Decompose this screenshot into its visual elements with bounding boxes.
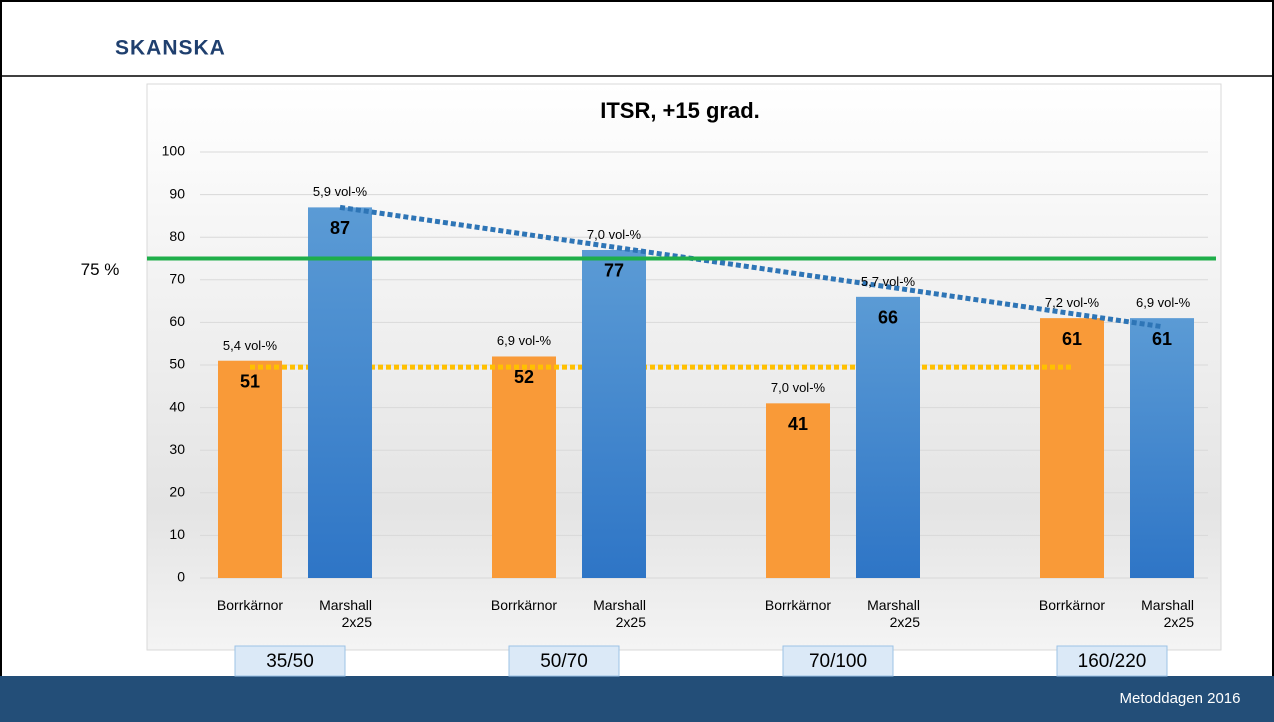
y-tick-label: 20 (169, 484, 185, 500)
x-tick-label: Marshall 2x25 (319, 597, 372, 630)
reference-label: 75 % (81, 260, 120, 279)
value-label: 41 (788, 414, 808, 434)
y-tick-label: 40 (169, 398, 185, 414)
category-box (234, 645, 346, 677)
bar (1130, 318, 1194, 578)
x-tick-label: Marshall 2x25 (593, 597, 646, 630)
x-tick-label: Marshall 2x25 (1141, 597, 1194, 630)
x-tick-label: Borrkärnor (216, 597, 284, 613)
bar (582, 249, 646, 579)
category-label: 35/50 (266, 651, 314, 672)
annotation: 5,7 vol-% (860, 273, 916, 289)
annotation: 6,9 vol-% (1136, 295, 1191, 311)
bar (308, 207, 372, 578)
bar (1040, 318, 1104, 578)
bar (492, 356, 556, 578)
value-label: 77 (604, 261, 624, 281)
bar (218, 360, 282, 578)
value-label: 51 (240, 371, 260, 391)
annotation: 5,4 vol-% (222, 337, 278, 353)
y-tick-label: 70 (169, 271, 185, 287)
y-tick-label: 90 (169, 185, 185, 201)
y-tick-label: 100 (162, 143, 186, 159)
value-label: 61 (1062, 329, 1082, 349)
bar (856, 296, 920, 578)
y-tick-label: 50 (169, 356, 185, 372)
y-tick-label: 0 (177, 569, 185, 585)
footer-text: Metoddagen 2016 (1120, 690, 1241, 707)
annotation: 7,0 vol-% (586, 226, 642, 242)
y-tick-label: 60 (169, 313, 185, 329)
value-label: 66 (878, 308, 898, 328)
value-label: 52 (514, 367, 534, 387)
category-box (1056, 645, 1168, 677)
x-tick-label: Borrkärnor (1038, 597, 1106, 613)
logo: SKANSKA (115, 37, 226, 60)
y-tick-label: 10 (169, 526, 185, 542)
y-tick-label: 80 (169, 228, 185, 244)
category-box (782, 645, 894, 677)
value-label: 87 (330, 218, 350, 238)
category-box (508, 645, 620, 677)
footer-band (0, 676, 1274, 722)
x-tick-label: Marshall 2x25 (867, 597, 920, 630)
annotation: 6,9 vol-% (496, 333, 552, 349)
trend-line (339, 204, 1163, 330)
bar (766, 403, 830, 578)
x-tick-label: Borrkärnor (490, 597, 558, 613)
category-label: 70/100 (809, 651, 867, 672)
category-label: 160/220 (1078, 651, 1147, 672)
annotation: 7,2 vol-% (1044, 295, 1100, 311)
x-tick-label: Borrkärnor (764, 597, 832, 613)
chart-title: ITSR, +15 grad. (600, 98, 760, 123)
value-label: 61 (1152, 329, 1172, 349)
y-tick-label: 30 (169, 441, 185, 457)
category-label: 50/70 (540, 651, 588, 672)
annotation: 7,0 vol-% (770, 380, 826, 396)
annotation: 5,9 vol-% (312, 184, 368, 200)
